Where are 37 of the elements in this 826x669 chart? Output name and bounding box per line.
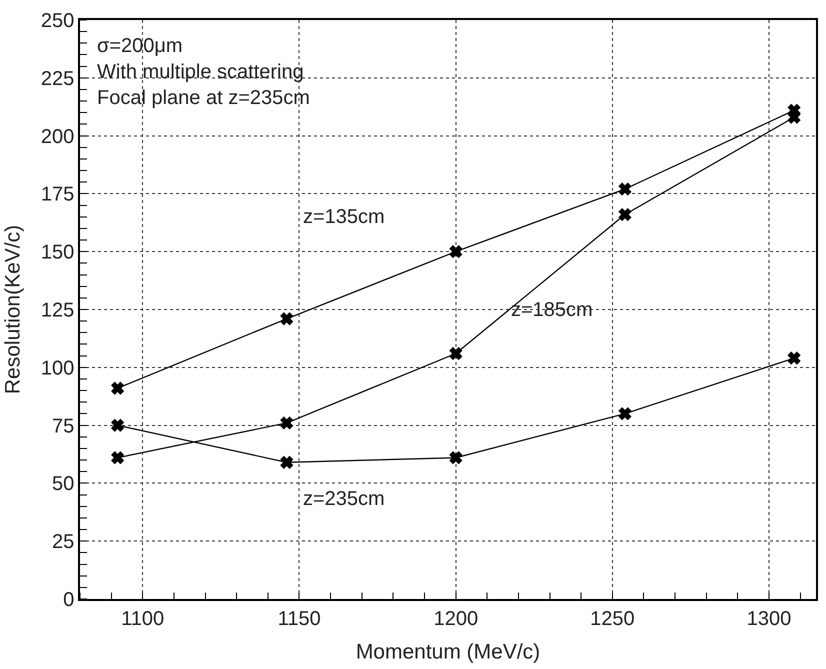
annotation: z=135cm [303, 206, 385, 228]
point [450, 347, 462, 360]
y-tick-label: 75 [52, 415, 74, 438]
y-tick-label: 175 [40, 184, 74, 206]
y-tick-label: 200 [40, 126, 74, 148]
x-tick-label: 1250 [590, 608, 635, 630]
point [111, 382, 124, 395]
point [280, 312, 294, 326]
y-tick-label: 125 [40, 300, 74, 322]
point [280, 456, 294, 469]
point [618, 208, 632, 221]
point [618, 182, 632, 196]
annotation: σ=200μm [97, 35, 183, 57]
point [788, 352, 800, 364]
y-tick-label: 225 [40, 68, 74, 90]
y-tick-label: 150 [40, 242, 74, 264]
y-tick-label: 50 [52, 473, 74, 496]
point [280, 416, 294, 430]
point [111, 418, 124, 432]
y-tick-label: 25 [52, 531, 74, 554]
x-tick-label: 1100 [121, 608, 164, 630]
x-tick-label: 1150 [278, 608, 321, 630]
point [618, 407, 632, 420]
annotation: z=235cm [303, 488, 385, 510]
annotation: With multiple scattering [97, 61, 304, 83]
y-tick-label: 100 [40, 357, 74, 380]
point [111, 451, 124, 464]
x-tick-label: 1300 [746, 608, 792, 630]
point [450, 245, 462, 258]
point [450, 451, 462, 464]
y-tick-label: 250 [40, 10, 74, 32]
annotation: z=185cm [511, 299, 593, 321]
y-axis-title: Resolution(KeV/c) [2, 224, 25, 394]
annotation: Focal plane at z=235cm [97, 87, 310, 109]
x-tick-label: 1200 [434, 608, 478, 630]
y-tick-label: 0 [63, 589, 74, 611]
x-axis-title: Momentum (MeV/c) [356, 640, 540, 664]
